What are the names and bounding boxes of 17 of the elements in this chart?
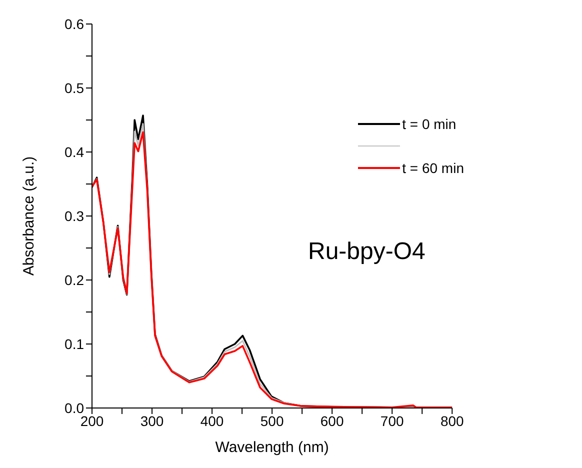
y-axis-title: Absorbance (a.u.) (20, 156, 38, 276)
x-tick-label: 300 (140, 412, 164, 429)
x-axis-title: Wavelength (nm) (215, 439, 329, 456)
x-tick-label: 800 (440, 412, 464, 429)
y-tick-label: 0.1 (64, 336, 84, 352)
y-tick-label: 0.3 (64, 208, 84, 224)
x-tick-label: 600 (320, 412, 344, 429)
x-tick-label: 500 (260, 412, 284, 429)
annotation: Ru-bpy-O4 (308, 238, 426, 266)
y-tick-label: 0.5 (64, 80, 84, 96)
y-tick-label: 0.2 (64, 272, 84, 288)
y-tick-label: 0.4 (64, 144, 84, 160)
y-tick-label: 0.6 (64, 16, 84, 32)
x-tick-label: 700 (380, 412, 404, 429)
x-tick-label: 400 (200, 412, 224, 429)
legend-label: t = 0 min (402, 116, 456, 132)
legend-label: t = 60 min (402, 160, 464, 176)
